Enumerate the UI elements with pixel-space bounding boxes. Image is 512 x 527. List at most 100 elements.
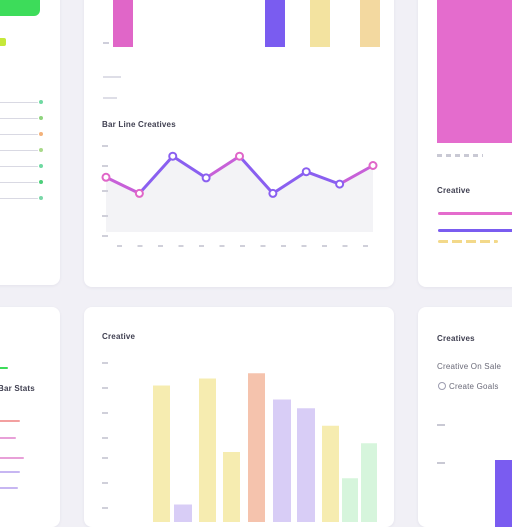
- x-tick: [117, 245, 122, 247]
- x-tick: [240, 245, 245, 247]
- legend-dot: [39, 132, 43, 136]
- tick-mark: [437, 462, 445, 464]
- legend-line: [0, 198, 38, 199]
- legend-line-pink: [438, 212, 512, 215]
- card-bottom-left: Bar Stats: [0, 307, 60, 527]
- y-tick: [102, 145, 108, 147]
- lime-marker: [0, 38, 6, 46]
- line-point: [268, 188, 278, 198]
- chart-title: Creative: [102, 332, 136, 341]
- card-title: Creatives: [437, 334, 475, 343]
- line-segment: [304, 170, 342, 186]
- y-tick: [102, 457, 108, 459]
- tick-mark: [103, 42, 109, 44]
- legend-dot: [39, 116, 43, 120]
- pink-bar: [437, 0, 512, 143]
- x-tick: [137, 245, 143, 247]
- legend-line: [0, 102, 38, 103]
- top-bar-pink: [113, 0, 133, 47]
- x-tick: [301, 245, 307, 247]
- line-point: [301, 167, 311, 177]
- x-tick: [219, 245, 225, 247]
- line-point: [335, 179, 345, 189]
- legend-line-yellow: [438, 240, 498, 243]
- purple-bar: [495, 460, 512, 527]
- top-bar-yellow-2: [360, 0, 380, 47]
- line-point: [168, 151, 178, 161]
- legend-dot: [39, 164, 43, 168]
- legend-line: [0, 166, 38, 167]
- line-point: [201, 173, 211, 183]
- line-segment: [238, 154, 275, 195]
- pink-line: [0, 457, 24, 459]
- x-tick: [342, 245, 348, 247]
- line-point: [101, 172, 111, 182]
- y-tick: [102, 482, 108, 484]
- y-tick: [102, 412, 108, 414]
- bar: [361, 443, 377, 522]
- bar: [174, 504, 192, 522]
- bar: [153, 385, 170, 522]
- card-subtitle: Creative On Sale: [437, 362, 502, 371]
- legend-line-purple: [438, 229, 512, 232]
- card-bottom-right: Creatives Creative On Sale Create Goals: [418, 307, 512, 527]
- card-top-right: Creative: [418, 0, 512, 287]
- bar: [273, 399, 291, 522]
- bar-chart: [102, 362, 377, 522]
- x-tick: [260, 245, 266, 247]
- tick-mark: [437, 154, 483, 157]
- card-title: Creative: [437, 186, 471, 195]
- top-bar-yellow: [310, 0, 330, 47]
- y-tick: [102, 215, 108, 217]
- red-line: [0, 420, 20, 422]
- tick-mark: [103, 76, 121, 78]
- chart-title: Bar Line Creatives: [102, 120, 176, 129]
- green-progress-bar: [0, 0, 40, 16]
- line-area: [106, 156, 373, 232]
- legend-dot: [39, 180, 43, 184]
- y-tick: [102, 165, 108, 167]
- bar: [199, 378, 216, 522]
- bar: [342, 478, 358, 522]
- line-segment: [104, 175, 141, 195]
- legend-line: [0, 118, 38, 119]
- legend-dot: [39, 196, 43, 200]
- y-tick: [102, 437, 108, 439]
- line-chart: [101, 145, 378, 247]
- x-tick: [322, 245, 327, 247]
- pink-line: [0, 437, 16, 439]
- tick-mark: [437, 424, 445, 426]
- tick-mark: [103, 97, 117, 99]
- legend-line: [0, 134, 38, 135]
- card-bottom-middle: Creative: [84, 307, 394, 527]
- legend-line: [0, 150, 38, 151]
- legend-line: [0, 182, 38, 183]
- circle-icon: [438, 382, 446, 390]
- bar: [223, 452, 240, 522]
- x-tick: [281, 245, 286, 247]
- bar: [322, 425, 339, 522]
- card-top-left: [0, 0, 60, 285]
- line-point: [235, 151, 244, 161]
- legend-dot: [39, 148, 43, 152]
- purple-line: [0, 471, 20, 473]
- line-segment: [137, 154, 175, 195]
- line-point: [368, 161, 378, 170]
- card-top-middle: Bar Line Creatives: [84, 0, 394, 287]
- y-tick: [102, 362, 108, 364]
- bar: [297, 408, 315, 522]
- top-bar-purple: [265, 0, 285, 47]
- green-line: [0, 367, 8, 369]
- x-tick: [363, 245, 368, 247]
- line-segment: [271, 170, 308, 195]
- row-label: Create Goals: [449, 382, 499, 391]
- y-tick: [102, 507, 108, 509]
- x-tick: [158, 245, 163, 247]
- line-segment: [338, 164, 375, 186]
- line-point: [134, 188, 144, 198]
- y-tick: [102, 387, 108, 389]
- legend-dot: [39, 100, 43, 104]
- y-tick: [102, 235, 108, 237]
- y-tick: [102, 190, 108, 192]
- x-tick: [199, 245, 204, 247]
